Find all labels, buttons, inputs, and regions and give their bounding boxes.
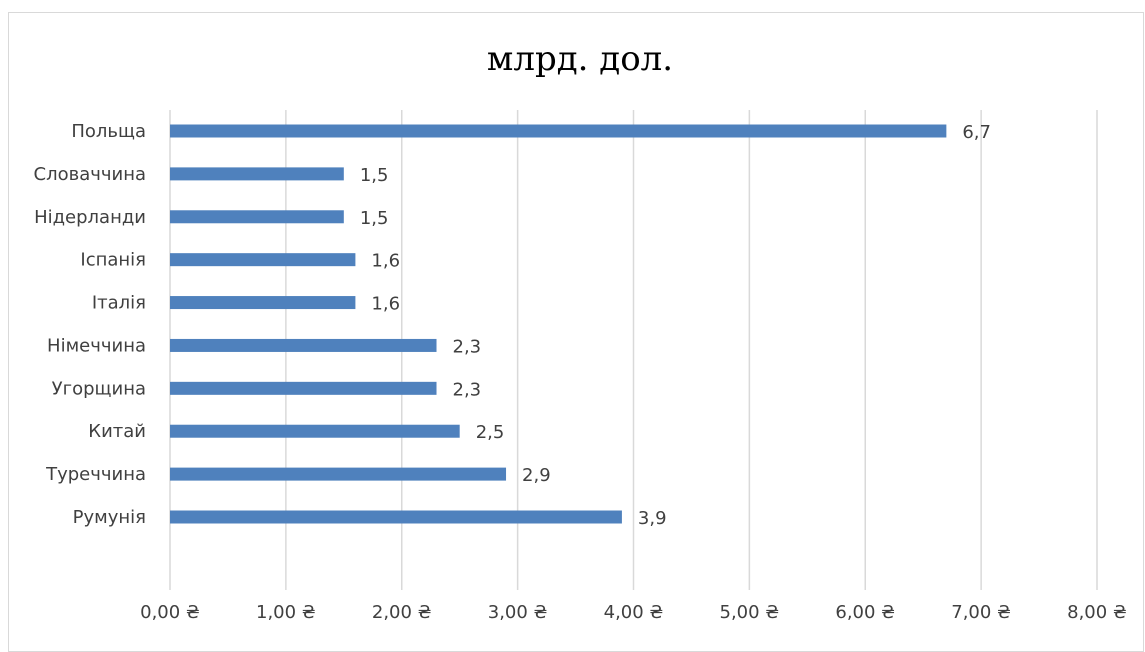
x-tick-label: 0,00 ₴ — [140, 602, 200, 623]
value-labels: 6,7 1,5 1,5 1,6 1,6 2,3 2,3 2,5 2,9 3,9 — [360, 122, 991, 529]
x-tick-label: 5,00 ₴ — [720, 602, 780, 623]
data-label: 1,5 — [360, 165, 389, 186]
bars — [170, 124, 947, 524]
x-tick-label: 3,00 ₴ — [488, 602, 548, 623]
x-tick-label: 1,00 ₴ — [256, 602, 316, 623]
data-label: 2,3 — [453, 336, 482, 357]
x-tick-label: 8,00 ₴ — [1067, 602, 1127, 623]
data-label: 2,9 — [522, 465, 551, 486]
data-label: 2,3 — [453, 379, 482, 400]
chart-title: млрд. дол. — [487, 39, 673, 79]
bar — [170, 167, 344, 181]
category-label: Угорщина — [52, 378, 146, 399]
x-tick-label: 7,00 ₴ — [951, 602, 1011, 623]
category-label: Китай — [88, 421, 146, 442]
bar — [170, 253, 356, 267]
bar — [170, 381, 437, 395]
category-labels: Польща Словаччина Нідерланди Іспанія Італія Н… — [34, 121, 147, 528]
data-label: 6,7 — [962, 122, 991, 143]
category-label: Німеччина — [47, 335, 146, 356]
category-label: Нідерланди — [34, 207, 146, 228]
bar-chart: млрд. дол. Польща Словаччина Нідерланди Ісп… — [34, 39, 1127, 623]
bar — [170, 510, 622, 524]
category-label: Польща — [71, 121, 146, 142]
bar — [170, 338, 437, 352]
bar — [170, 296, 356, 310]
category-label: Іспанія — [80, 250, 146, 271]
category-label: Румунія — [73, 507, 146, 528]
bar — [170, 210, 344, 224]
data-label: 1,6 — [371, 294, 400, 315]
x-axis-tick-labels: 0,00 ₴ 1,00 ₴ 2,00 ₴ 3,00 ₴ 4,00 ₴ 5,00 ₴ 6,00… — [140, 602, 1127, 623]
x-tick-label: 2,00 ₴ — [372, 602, 432, 623]
data-label: 1,5 — [360, 208, 389, 229]
bar — [170, 467, 507, 481]
x-tick-label: 6,00 ₴ — [835, 602, 895, 623]
chart-frame — [8, 12, 1144, 652]
x-tick-label: 4,00 ₴ — [604, 602, 664, 623]
gridlines — [169, 110, 1098, 590]
data-label: 1,6 — [371, 251, 400, 272]
bar — [170, 424, 460, 438]
data-label: 2,5 — [476, 422, 505, 443]
category-label: Італія — [92, 293, 146, 314]
category-label: Словаччина — [34, 164, 147, 185]
category-label: Туреччина — [45, 464, 146, 485]
data-label: 3,9 — [638, 508, 667, 529]
bar — [170, 124, 947, 138]
